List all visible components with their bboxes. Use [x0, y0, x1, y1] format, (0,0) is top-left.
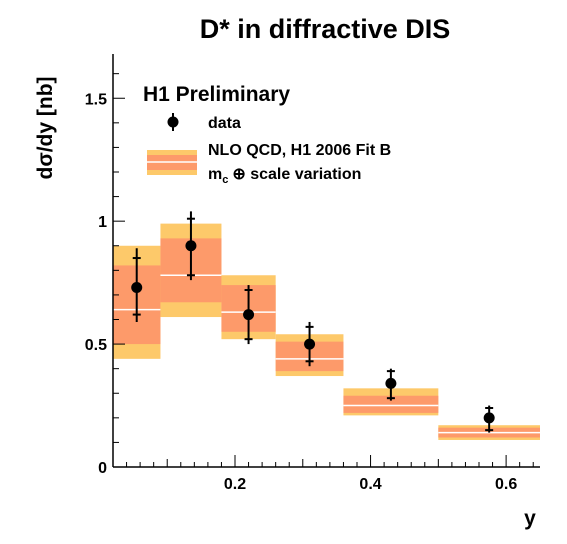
chart-title: D* in diffractive DIS	[200, 14, 451, 44]
data-point-0	[131, 282, 143, 294]
nlo-prediction-bands	[113, 223, 540, 440]
legend-data-marker	[167, 113, 179, 131]
data-point-3	[304, 338, 316, 350]
y-tick-label-0: 0	[98, 460, 107, 477]
legend-nlo-label: NLO QCD, H1 2006 Fit B	[208, 142, 391, 159]
data-point-2	[243, 309, 255, 321]
x-tick-label-0: 0.2	[224, 476, 246, 493]
variation-text: ⊕ scale variation	[232, 166, 361, 183]
x-tick-label-1: 0.4	[359, 476, 381, 493]
y-tick-label-1: 0.5	[85, 337, 107, 354]
legend: H1 Preliminary data NLO QCD, H1 2006 Fit…	[143, 83, 391, 186]
mass-subscript: c	[222, 174, 228, 186]
legend-data-label: data	[208, 115, 241, 132]
mass-symbol: m	[208, 166, 222, 183]
legend-nlo-swatch	[147, 150, 197, 175]
x-axis-label: y	[524, 507, 536, 530]
y-tick-label-3: 1.5	[85, 91, 107, 108]
preliminary-annotation: H1 Preliminary	[143, 83, 290, 106]
y-tick-label-2: 1	[98, 214, 107, 231]
axes: 0 0.5 1 1.5 0.2 0.4 0.6	[85, 54, 540, 493]
data-point-5	[483, 412, 495, 424]
x-tick-label-2: 0.6	[495, 476, 517, 493]
data-point-1	[185, 240, 197, 252]
legend-variation-label: mc ⊕ scale variation	[208, 166, 361, 186]
data-point-4	[385, 377, 397, 389]
y-axis-label: dσ/dy [nb]	[34, 76, 57, 179]
nlo-inner-band-4	[343, 395, 439, 413]
data-points	[131, 211, 495, 433]
